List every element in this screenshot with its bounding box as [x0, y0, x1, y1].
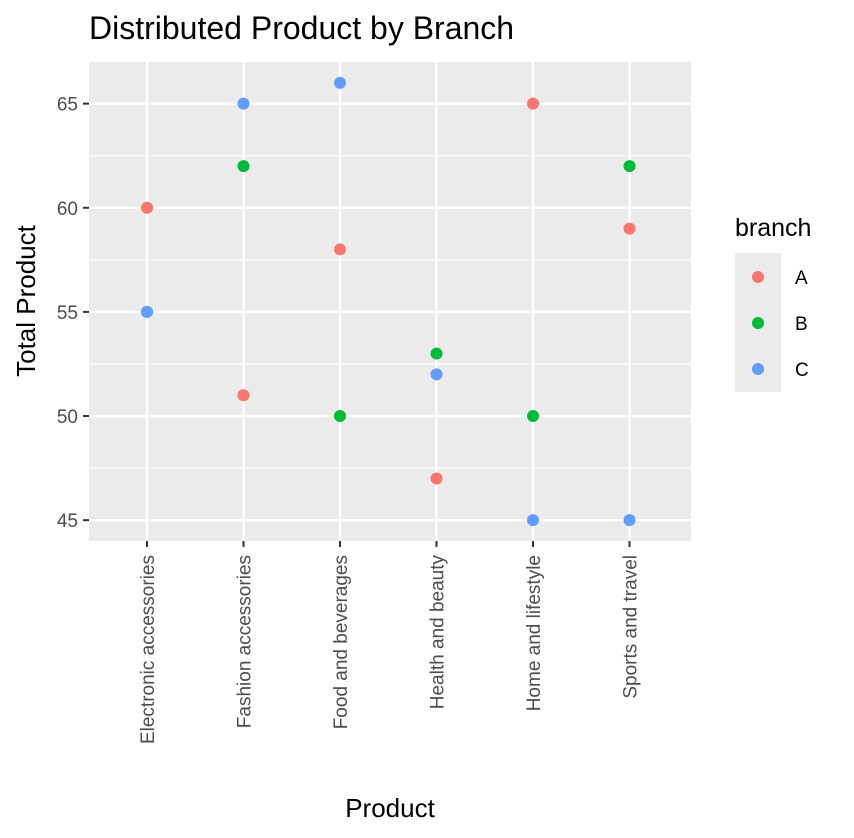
y-tick-label: 50: [57, 407, 78, 428]
y-axis-title: Total Product: [11, 224, 41, 377]
legend-items: A B C: [752, 268, 809, 381]
point-b: [527, 410, 539, 423]
point-a: [237, 389, 250, 402]
point-b: [334, 410, 346, 423]
grid-major: [89, 62, 691, 541]
point-b: [237, 160, 250, 173]
point-a: [527, 97, 539, 110]
x-tick-label: Health and beauty: [428, 555, 449, 710]
point-a: [334, 243, 346, 256]
legend-label-b: B: [795, 314, 808, 335]
y-tick-label: 65: [57, 95, 78, 116]
y-tick-labels: 45 50 55 60 65: [57, 95, 78, 533]
axis-ticks: [83, 102, 631, 547]
x-tick-label: Electronic accessories: [138, 555, 159, 744]
point-c: [623, 514, 636, 527]
x-axis-title: Product: [345, 793, 435, 823]
x-tick-labels: Electronic accessories Fashion accessorie…: [138, 555, 642, 745]
legend: branch A B C: [735, 214, 811, 392]
y-tick-label: 60: [57, 199, 78, 220]
grid-minor: [89, 155, 691, 469]
point-c: [141, 305, 153, 318]
x-tick-label: Home and lifestyle: [524, 555, 545, 711]
point-a: [141, 201, 153, 214]
legend-title: branch: [735, 214, 811, 242]
data-points: [141, 76, 636, 527]
y-tick-label: 45: [57, 511, 78, 532]
chart-title: Distributed Product by Branch: [89, 10, 514, 46]
legend-label-a: A: [795, 268, 808, 289]
x-tick-label: Fashion accessories: [235, 555, 256, 728]
y-tick-label: 55: [57, 303, 78, 324]
point-c: [527, 514, 539, 527]
point-c: [334, 76, 346, 89]
legend-key-b: [752, 317, 764, 329]
x-tick-label: Food and beverages: [331, 555, 352, 729]
legend-key-c: [752, 363, 764, 375]
point-c: [237, 97, 250, 110]
legend-key-a: [752, 271, 764, 283]
point-a: [623, 222, 636, 235]
point-b: [430, 347, 443, 360]
plot-panel: [89, 62, 691, 541]
legend-label-c: C: [795, 360, 809, 381]
point-b: [623, 160, 636, 173]
x-tick-label: Sports and travel: [621, 555, 642, 699]
point-c: [430, 368, 443, 381]
point-a: [430, 472, 443, 485]
